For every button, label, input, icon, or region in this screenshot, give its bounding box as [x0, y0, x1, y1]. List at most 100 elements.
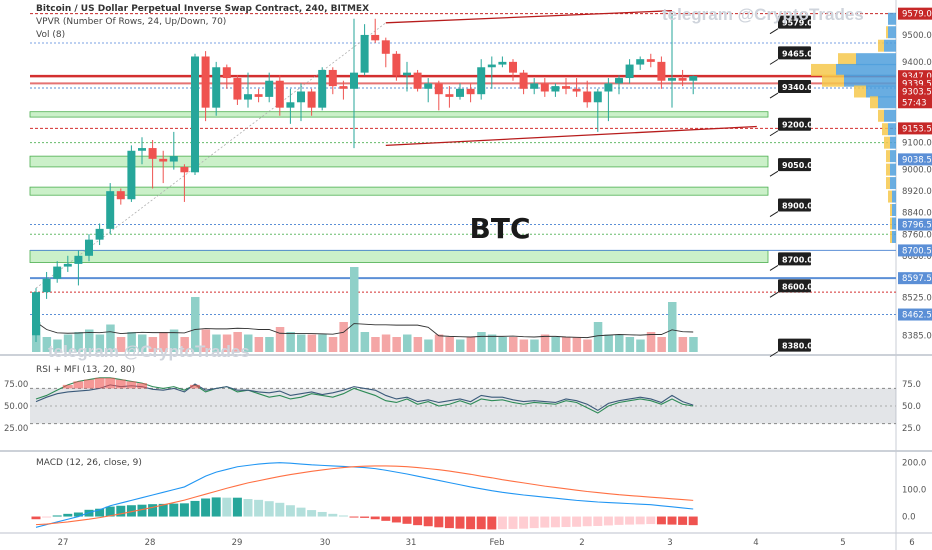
volume-bar: [254, 337, 264, 352]
volume-bar: [477, 332, 486, 352]
macd-histogram-bar: [190, 500, 200, 517]
volume-bar: [138, 334, 147, 352]
candle-body: [487, 64, 496, 68]
level-callout-text: 8600.0: [782, 282, 813, 291]
rsi-overbought-fill: [84, 379, 94, 389]
level-callout-pointer: [769, 211, 779, 217]
volume-bar: [350, 267, 359, 352]
level-callout-text: 9465.0: [782, 49, 813, 58]
time-axis-label: 31: [406, 538, 417, 548]
macd-histogram-bar: [688, 516, 698, 526]
candle-body: [668, 78, 676, 81]
macd-histogram-bar: [413, 516, 423, 526]
level-callout-pointer: [769, 58, 779, 65]
price-label-badge: [898, 244, 932, 257]
volume-bar: [244, 334, 253, 352]
candle-body: [509, 61, 517, 73]
volume-bar: [371, 337, 380, 352]
candle-body: [424, 83, 433, 89]
vpvr-bar-up: [890, 150, 896, 163]
macd-histogram-bar: [360, 516, 370, 518]
price-label-text: 8796.5: [902, 221, 932, 231]
macd-histogram-bar: [572, 516, 582, 527]
rsi-tick-right: 25.0: [902, 424, 921, 434]
candle-body: [180, 166, 189, 173]
volume-bar: [201, 329, 211, 352]
volume-bar: [318, 334, 327, 352]
volume-bar: [116, 337, 126, 352]
candle-body: [32, 292, 40, 336]
macd-histogram-bar: [31, 516, 41, 520]
price-label-badge: [898, 85, 932, 98]
candle-body: [138, 148, 146, 151]
candle-body: [593, 91, 602, 103]
volume-bar: [445, 337, 454, 352]
macd-histogram-bar: [529, 516, 539, 529]
price-tick-label: 8385.0: [902, 331, 932, 341]
candle-body: [466, 88, 475, 95]
volume-bar: [42, 337, 52, 352]
candle-body: [233, 78, 242, 100]
volume-bar: [413, 337, 423, 352]
level-callout: 9340.0: [769, 80, 813, 99]
volume-bar: [381, 334, 391, 352]
macd-legend: MACD (12, 26, close, 9): [36, 458, 142, 468]
candle-body: [85, 239, 93, 256]
macd-histogram-bar: [254, 499, 264, 517]
candle-body: [636, 59, 645, 65]
level-callout-box: [778, 158, 811, 172]
macd-histogram-bar: [508, 516, 518, 529]
macd-histogram-bar: [84, 509, 94, 517]
macd-histogram-bar: [455, 516, 465, 529]
candle-body: [403, 72, 411, 76]
macd-tick-label: 100.0: [902, 486, 926, 496]
volume-bar: [53, 339, 62, 352]
vpvr-bar-up: [890, 136, 896, 149]
support-zone: [29, 250, 769, 263]
volume-bar: [540, 334, 550, 352]
vpvr-bar-down: [888, 190, 892, 203]
price-label-text: 9579.0: [902, 10, 932, 20]
candle-body: [254, 94, 263, 97]
rsi-overbought-fill: [105, 377, 116, 389]
level-callout-pointer: [769, 351, 779, 358]
vpvr-bar-up: [856, 53, 896, 66]
macd-histogram-bar: [243, 499, 253, 517]
macd-histogram-bar: [338, 515, 348, 517]
chart-label-btc: BTC: [470, 212, 531, 245]
candle-body: [201, 56, 210, 108]
rsi-overbought-fill: [190, 384, 200, 389]
vpvr-legend: VPVR (Number Of Rows, 24, Up/Down, 70): [36, 17, 227, 27]
volume-bar: [604, 334, 613, 352]
candle-body: [583, 91, 592, 103]
macd-histogram-bar: [656, 516, 666, 525]
macd-histogram-bar: [63, 513, 73, 517]
vpvr-bar-down: [854, 85, 866, 98]
candle-body: [657, 61, 666, 81]
volume-bar: [530, 339, 539, 352]
vpvr-bar-up: [888, 26, 896, 39]
vpvr-bar-down: [890, 217, 892, 230]
macd-histogram-bar: [423, 516, 433, 527]
level-callout-text: 9340.0: [782, 83, 813, 92]
volume-bar: [668, 302, 677, 352]
volume-bar: [636, 339, 645, 352]
candle-body: [678, 78, 687, 81]
volume-bar: [456, 339, 465, 352]
candle-body: [392, 53, 401, 76]
price-label-text: 9153.5: [902, 124, 932, 134]
vpvr-bar-up: [836, 63, 896, 76]
vpvr-bar-down: [870, 96, 878, 109]
volume-bar: [328, 337, 338, 352]
candle-body: [562, 86, 570, 89]
price-tick-label: 8525.0: [902, 294, 932, 304]
candle-body: [159, 158, 168, 162]
vpvr-bar-up: [892, 230, 896, 243]
candle-body: [339, 86, 348, 89]
volume-bar: [509, 337, 518, 352]
macd-tick-label: 0.0: [902, 513, 916, 523]
macd-histogram-bar: [635, 516, 645, 525]
level-callout-text: 9050.0: [782, 161, 813, 170]
time-axis-label: 27: [58, 538, 69, 548]
volume-bar: [74, 332, 83, 352]
